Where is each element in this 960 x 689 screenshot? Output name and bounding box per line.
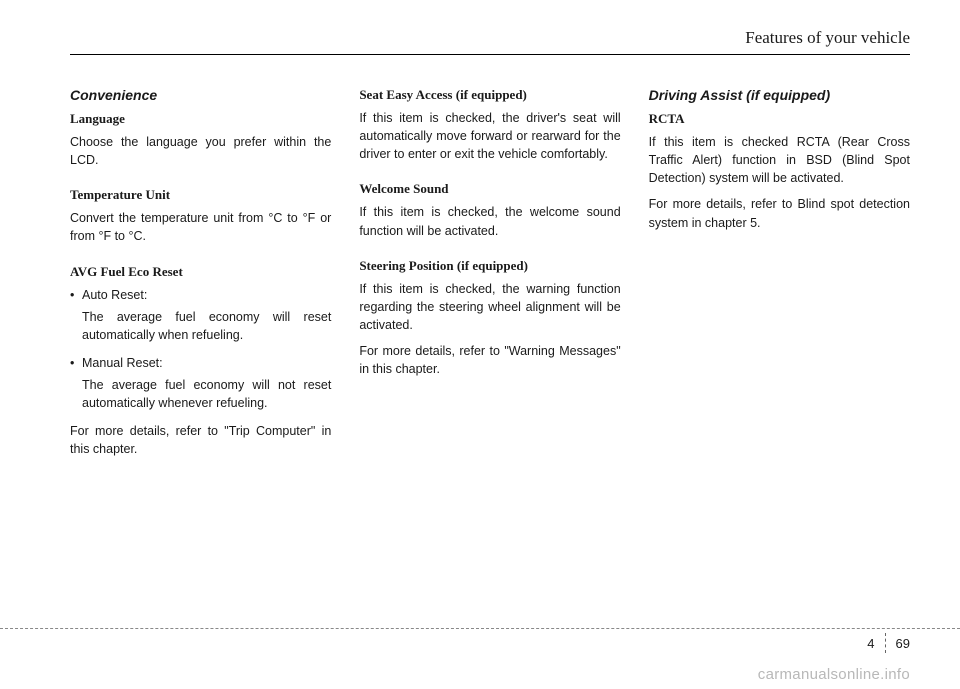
text-seat-easy: If this item is checked, the driver's se…	[359, 109, 620, 163]
column-2: Seat Easy Access (if equipped) If this i…	[359, 87, 620, 477]
bullet-dot-icon: •	[70, 286, 82, 304]
header-title: Features of your vehicle	[70, 28, 910, 55]
subtitle-temp-unit: Temperature Unit	[70, 187, 331, 203]
bullet-label-manual: Manual Reset:	[82, 354, 331, 372]
text-temp-unit: Convert the temperature unit from °C to …	[70, 209, 331, 245]
bullet-label-auto: Auto Reset:	[82, 286, 331, 304]
subtitle-seat-easy: Seat Easy Access (if equipped)	[359, 87, 620, 103]
dashed-divider	[0, 628, 960, 629]
column-1: Convenience Language Choose the language…	[70, 87, 331, 477]
content-columns: Convenience Language Choose the language…	[70, 87, 910, 477]
footer-divider	[885, 633, 886, 653]
text-bsd-note: For more details, refer to Blind spot de…	[649, 195, 910, 231]
bullet-detail-auto: The average fuel economy will reset auto…	[82, 308, 331, 344]
text-rcta: If this item is checked RCTA (Rear Cross…	[649, 133, 910, 187]
page-number: 69	[896, 636, 910, 651]
subtitle-language: Language	[70, 111, 331, 127]
subtitle-rcta: RCTA	[649, 111, 910, 127]
section-convenience: Convenience	[70, 87, 331, 103]
bullet-detail-manual: The average fuel economy will not reset …	[82, 376, 331, 412]
text-language: Choose the language you prefer within th…	[70, 133, 331, 169]
section-driving-assist: Driving Assist (if equipped)	[649, 87, 910, 103]
bullet-dot-icon: •	[70, 354, 82, 372]
text-steering: If this item is checked, the warning fun…	[359, 280, 620, 334]
bullet-manual-reset: • Manual Reset:	[70, 354, 331, 372]
watermark-text: carmanualsonline.info	[758, 666, 910, 683]
page-footer: 4 69	[867, 633, 910, 653]
text-warning-note: For more details, refer to "Warning Mess…	[359, 342, 620, 378]
subtitle-welcome-sound: Welcome Sound	[359, 181, 620, 197]
bullet-auto-reset: • Auto Reset:	[70, 286, 331, 304]
column-3: Driving Assist (if equipped) RCTA If thi…	[649, 87, 910, 477]
subtitle-avg-fuel: AVG Fuel Eco Reset	[70, 264, 331, 280]
text-welcome-sound: If this item is checked, the welcome sou…	[359, 203, 620, 239]
chapter-number: 4	[867, 636, 874, 651]
subtitle-steering: Steering Position (if equipped)	[359, 258, 620, 274]
text-trip-note: For more details, refer to "Trip Compute…	[70, 422, 331, 458]
